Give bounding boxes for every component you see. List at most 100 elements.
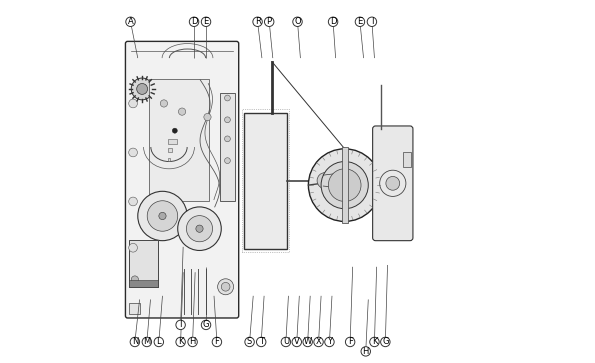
Text: Y: Y	[327, 338, 332, 346]
Text: V: V	[294, 338, 300, 346]
Circle shape	[147, 201, 178, 231]
Text: X: X	[316, 338, 321, 346]
Circle shape	[129, 197, 137, 206]
Circle shape	[126, 17, 135, 26]
Circle shape	[281, 337, 290, 347]
Text: K: K	[372, 338, 377, 346]
Circle shape	[346, 337, 355, 347]
Bar	[342, 147, 347, 223]
FancyBboxPatch shape	[244, 113, 287, 249]
Text: H: H	[189, 338, 196, 346]
Circle shape	[325, 337, 334, 347]
Text: P: P	[267, 17, 272, 26]
Circle shape	[188, 337, 198, 347]
Circle shape	[224, 136, 230, 142]
Text: E: E	[203, 17, 209, 26]
Text: L: L	[156, 338, 161, 346]
Circle shape	[178, 108, 186, 115]
Circle shape	[176, 320, 185, 330]
Circle shape	[159, 212, 166, 220]
Text: O: O	[294, 17, 301, 26]
Circle shape	[328, 169, 361, 201]
Circle shape	[293, 17, 302, 26]
Circle shape	[361, 347, 371, 356]
Text: W: W	[303, 338, 312, 346]
Circle shape	[129, 99, 137, 108]
Text: F: F	[347, 338, 353, 346]
Circle shape	[201, 320, 211, 330]
Circle shape	[317, 173, 333, 189]
Circle shape	[137, 83, 148, 94]
Circle shape	[176, 337, 185, 347]
Circle shape	[142, 337, 152, 347]
Circle shape	[173, 128, 177, 133]
Circle shape	[314, 337, 323, 347]
Circle shape	[369, 337, 379, 347]
Text: F: F	[214, 338, 220, 346]
Text: K: K	[178, 338, 183, 346]
Circle shape	[189, 17, 199, 26]
Circle shape	[321, 162, 368, 209]
Text: N: N	[131, 338, 138, 346]
Circle shape	[253, 17, 262, 26]
Circle shape	[381, 337, 390, 347]
Text: A: A	[128, 17, 133, 26]
Circle shape	[178, 207, 221, 250]
Text: R: R	[255, 17, 261, 26]
Text: D: D	[330, 17, 336, 26]
Circle shape	[129, 243, 137, 252]
Circle shape	[245, 337, 254, 347]
Circle shape	[367, 17, 377, 26]
Text: H: H	[362, 347, 369, 356]
Circle shape	[154, 337, 164, 347]
Circle shape	[224, 158, 230, 163]
Circle shape	[386, 176, 400, 190]
Bar	[403, 152, 411, 167]
Circle shape	[204, 113, 211, 121]
Text: S: S	[247, 338, 252, 346]
Circle shape	[131, 78, 153, 100]
Text: I: I	[371, 17, 373, 26]
Text: T: T	[259, 338, 264, 346]
Circle shape	[292, 337, 302, 347]
Circle shape	[186, 216, 212, 242]
Bar	[149, 79, 209, 201]
Text: D: D	[191, 17, 198, 26]
Circle shape	[212, 337, 221, 347]
Circle shape	[160, 100, 168, 107]
Circle shape	[130, 337, 140, 347]
Text: U: U	[283, 338, 289, 346]
Circle shape	[355, 17, 365, 26]
Bar	[130, 280, 158, 287]
Text: G: G	[382, 338, 389, 346]
Bar	[130, 240, 158, 287]
Circle shape	[138, 191, 187, 241]
Bar	[168, 139, 177, 144]
Circle shape	[328, 17, 338, 26]
Circle shape	[131, 276, 139, 283]
Bar	[168, 158, 170, 160]
Circle shape	[264, 17, 274, 26]
Circle shape	[221, 282, 230, 291]
Text: I: I	[179, 321, 182, 329]
Circle shape	[196, 225, 203, 232]
Circle shape	[224, 117, 230, 123]
Circle shape	[256, 337, 266, 347]
Circle shape	[311, 166, 340, 195]
FancyBboxPatch shape	[372, 126, 413, 241]
Text: M: M	[143, 338, 151, 346]
Circle shape	[303, 337, 312, 347]
Circle shape	[224, 95, 230, 101]
Text: E: E	[358, 17, 362, 26]
Circle shape	[218, 279, 234, 295]
Bar	[220, 93, 234, 201]
Bar	[242, 109, 289, 252]
FancyBboxPatch shape	[126, 41, 239, 318]
Text: G: G	[203, 321, 209, 329]
Circle shape	[129, 148, 137, 157]
Circle shape	[308, 149, 381, 221]
Polygon shape	[323, 174, 340, 188]
Circle shape	[201, 17, 211, 26]
Bar	[130, 303, 140, 314]
Bar	[168, 148, 172, 152]
